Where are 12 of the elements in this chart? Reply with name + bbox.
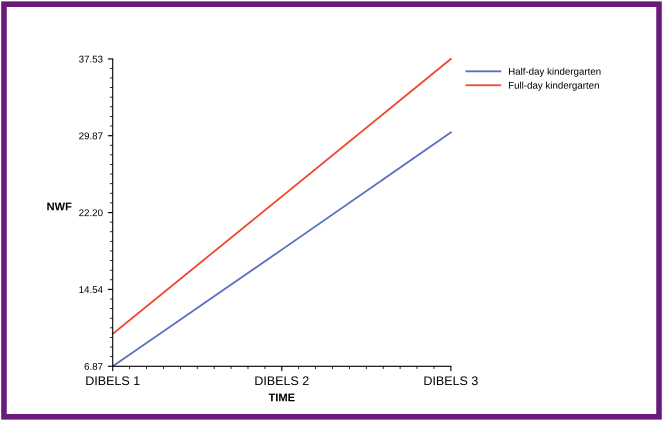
x-axis-title: TIME <box>268 394 295 402</box>
x-tick-label: DIBELS 1 <box>86 376 140 386</box>
x-tick-label: DIBELS 2 <box>255 376 309 386</box>
y-tick-label: 22.20 <box>79 209 103 216</box>
legend-label: Half-day kindergarten <box>508 68 600 77</box>
y-tick-label: 14.54 <box>79 286 103 294</box>
legend-label: Full-day kindergarten <box>508 82 599 91</box>
x-tick-label: DIBELS 3 <box>424 376 478 386</box>
y-tick-label: 29.87 <box>79 132 102 140</box>
y-axis-title: NWF <box>47 202 72 210</box>
y-tick-label: 6.87 <box>84 363 102 370</box>
y-tick-label: 37.53 <box>79 56 103 63</box>
